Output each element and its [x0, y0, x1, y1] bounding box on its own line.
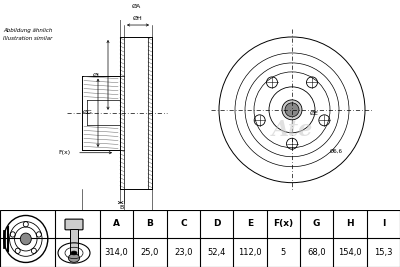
Text: ØG: ØG	[83, 110, 93, 115]
Text: H: H	[346, 219, 354, 228]
Text: 5: 5	[281, 248, 286, 257]
Text: Ate: Ate	[271, 119, 313, 141]
Text: ØH: ØH	[133, 15, 143, 21]
Text: F(x): F(x)	[273, 219, 293, 228]
Text: Illustration similar: Illustration similar	[3, 36, 52, 41]
Text: 68,0: 68,0	[307, 248, 326, 257]
Circle shape	[20, 233, 31, 245]
Text: A: A	[113, 219, 120, 228]
Circle shape	[68, 254, 80, 262]
Text: 23,0: 23,0	[174, 248, 192, 257]
Text: C: C	[180, 219, 187, 228]
Text: C (MTH): C (MTH)	[140, 213, 166, 218]
Text: 52,4: 52,4	[208, 248, 226, 257]
Text: I: I	[382, 219, 385, 228]
Circle shape	[282, 100, 302, 120]
Text: F(x): F(x)	[58, 150, 70, 155]
Text: B: B	[146, 219, 154, 228]
Text: E: E	[247, 219, 253, 228]
Text: 24.0325-0184.1    525184: 24.0325-0184.1 525184	[110, 3, 290, 17]
Text: ØI: ØI	[92, 72, 100, 77]
Text: ØA: ØA	[131, 3, 141, 9]
Text: D: D	[213, 219, 220, 228]
Text: ØE: ØE	[310, 111, 319, 116]
Text: G: G	[313, 219, 320, 228]
Text: 15,3: 15,3	[374, 248, 392, 257]
FancyBboxPatch shape	[65, 219, 83, 230]
Circle shape	[71, 251, 77, 255]
Text: D: D	[100, 221, 106, 226]
Text: 154,0: 154,0	[338, 248, 362, 257]
Bar	[70, 229, 78, 258]
Circle shape	[217, 35, 367, 185]
Text: 25,0: 25,0	[141, 248, 159, 257]
Text: 112,0: 112,0	[238, 248, 262, 257]
Text: B: B	[120, 205, 124, 210]
Text: 314,0: 314,0	[105, 248, 128, 257]
Text: Ø6,6: Ø6,6	[330, 149, 343, 154]
Text: Abbildung ähnlich: Abbildung ähnlich	[3, 28, 52, 33]
Circle shape	[285, 103, 299, 117]
